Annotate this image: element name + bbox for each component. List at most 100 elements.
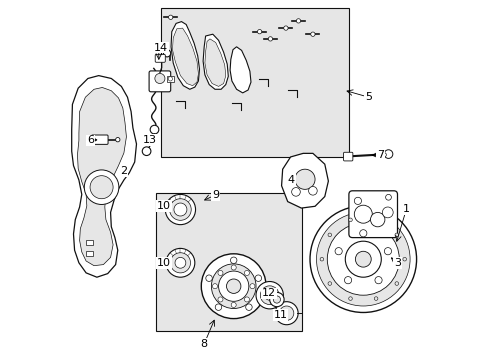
Circle shape bbox=[166, 248, 194, 277]
Text: 13: 13 bbox=[142, 135, 157, 145]
Circle shape bbox=[226, 279, 241, 293]
Bar bbox=[161, 8, 348, 157]
Circle shape bbox=[320, 257, 323, 261]
Circle shape bbox=[283, 26, 287, 30]
Circle shape bbox=[308, 186, 317, 195]
FancyBboxPatch shape bbox=[348, 191, 397, 238]
Circle shape bbox=[268, 37, 272, 41]
Circle shape bbox=[244, 270, 249, 275]
Circle shape bbox=[374, 276, 381, 284]
Polygon shape bbox=[171, 22, 199, 89]
Circle shape bbox=[275, 302, 298, 325]
Circle shape bbox=[334, 248, 342, 255]
Circle shape bbox=[218, 297, 223, 302]
Circle shape bbox=[316, 212, 409, 306]
Circle shape bbox=[355, 251, 370, 267]
Circle shape bbox=[294, 169, 314, 189]
Circle shape bbox=[218, 270, 223, 275]
Circle shape bbox=[373, 218, 377, 222]
Circle shape bbox=[394, 233, 398, 237]
Circle shape bbox=[205, 275, 212, 282]
Bar bbox=[156, 193, 302, 331]
Polygon shape bbox=[72, 76, 136, 277]
Circle shape bbox=[211, 264, 256, 309]
Circle shape bbox=[88, 136, 95, 143]
Circle shape bbox=[370, 212, 384, 227]
Circle shape bbox=[291, 188, 300, 196]
Bar bbox=[167, 76, 173, 82]
Circle shape bbox=[381, 153, 386, 157]
Circle shape bbox=[384, 248, 391, 255]
Polygon shape bbox=[281, 153, 328, 208]
Circle shape bbox=[394, 282, 398, 285]
Circle shape bbox=[384, 150, 392, 158]
Circle shape bbox=[359, 230, 366, 237]
Circle shape bbox=[348, 297, 351, 300]
Circle shape bbox=[231, 302, 236, 307]
FancyBboxPatch shape bbox=[155, 54, 165, 62]
Circle shape bbox=[215, 304, 221, 310]
Text: 10: 10 bbox=[157, 258, 170, 268]
Circle shape bbox=[309, 206, 416, 312]
Circle shape bbox=[327, 282, 331, 285]
Text: 14: 14 bbox=[154, 42, 168, 53]
Text: 4: 4 bbox=[287, 175, 294, 185]
Polygon shape bbox=[77, 87, 126, 266]
Polygon shape bbox=[203, 34, 228, 89]
Circle shape bbox=[345, 241, 381, 277]
Circle shape bbox=[245, 304, 252, 310]
Circle shape bbox=[212, 284, 217, 289]
Circle shape bbox=[296, 19, 300, 23]
Text: 1: 1 bbox=[402, 204, 409, 214]
Circle shape bbox=[402, 257, 406, 261]
Circle shape bbox=[257, 30, 261, 34]
Circle shape bbox=[382, 207, 392, 218]
Circle shape bbox=[310, 32, 314, 36]
Circle shape bbox=[264, 290, 274, 300]
Circle shape bbox=[326, 223, 399, 295]
Circle shape bbox=[344, 276, 351, 284]
Circle shape bbox=[115, 138, 120, 142]
Circle shape bbox=[348, 218, 351, 222]
Circle shape bbox=[165, 194, 195, 225]
Circle shape bbox=[201, 254, 265, 319]
Text: 9: 9 bbox=[212, 190, 219, 200]
Circle shape bbox=[327, 233, 331, 237]
Circle shape bbox=[170, 253, 190, 273]
Circle shape bbox=[385, 194, 390, 200]
Circle shape bbox=[230, 257, 237, 264]
Text: 11: 11 bbox=[273, 310, 287, 320]
Polygon shape bbox=[230, 47, 250, 93]
Circle shape bbox=[155, 73, 164, 84]
Circle shape bbox=[84, 170, 119, 204]
Circle shape bbox=[260, 286, 279, 305]
Circle shape bbox=[373, 297, 377, 300]
Bar bbox=[86, 240, 92, 245]
Text: 5: 5 bbox=[365, 92, 371, 102]
Text: 2: 2 bbox=[120, 166, 127, 176]
Circle shape bbox=[244, 297, 249, 302]
Circle shape bbox=[163, 50, 170, 57]
Text: 10: 10 bbox=[157, 201, 170, 211]
Circle shape bbox=[175, 257, 185, 268]
Text: 6: 6 bbox=[87, 135, 94, 145]
Bar bbox=[86, 251, 92, 256]
Circle shape bbox=[256, 282, 283, 309]
Circle shape bbox=[269, 292, 284, 307]
Circle shape bbox=[255, 275, 261, 282]
Text: 12: 12 bbox=[261, 288, 275, 298]
Circle shape bbox=[354, 197, 361, 204]
Circle shape bbox=[150, 125, 159, 134]
FancyBboxPatch shape bbox=[343, 152, 352, 161]
Text: 8: 8 bbox=[200, 339, 207, 349]
Circle shape bbox=[218, 271, 248, 301]
Polygon shape bbox=[172, 28, 198, 86]
Circle shape bbox=[90, 176, 113, 199]
Circle shape bbox=[249, 284, 254, 289]
Polygon shape bbox=[204, 39, 225, 86]
Circle shape bbox=[231, 265, 236, 270]
Text: 7: 7 bbox=[376, 150, 384, 160]
Circle shape bbox=[168, 15, 172, 19]
Circle shape bbox=[279, 306, 293, 320]
Circle shape bbox=[142, 147, 151, 156]
